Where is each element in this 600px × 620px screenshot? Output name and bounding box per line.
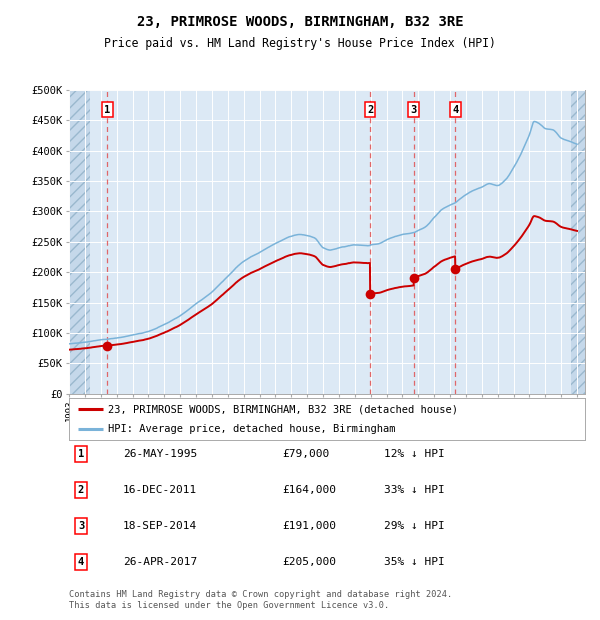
Text: 3: 3 xyxy=(78,521,84,531)
Text: 29% ↓ HPI: 29% ↓ HPI xyxy=(384,521,445,531)
Text: £205,000: £205,000 xyxy=(282,557,336,567)
Text: 12% ↓ HPI: 12% ↓ HPI xyxy=(384,449,445,459)
Text: 23, PRIMROSE WOODS, BIRMINGHAM, B32 3RE: 23, PRIMROSE WOODS, BIRMINGHAM, B32 3RE xyxy=(137,16,463,30)
Bar xyxy=(69,90,89,394)
Text: £191,000: £191,000 xyxy=(282,521,336,531)
Text: 2: 2 xyxy=(367,105,373,115)
Text: £164,000: £164,000 xyxy=(282,485,336,495)
Text: HPI: Average price, detached house, Birmingham: HPI: Average price, detached house, Birm… xyxy=(108,424,395,434)
Text: Contains HM Land Registry data © Crown copyright and database right 2024.
This d: Contains HM Land Registry data © Crown c… xyxy=(69,590,452,609)
Text: 1: 1 xyxy=(104,105,110,115)
Text: 18-SEP-2014: 18-SEP-2014 xyxy=(123,521,197,531)
Text: 4: 4 xyxy=(78,557,84,567)
Text: 23, PRIMROSE WOODS, BIRMINGHAM, B32 3RE (detached house): 23, PRIMROSE WOODS, BIRMINGHAM, B32 3RE … xyxy=(108,404,458,414)
Text: Price paid vs. HM Land Registry's House Price Index (HPI): Price paid vs. HM Land Registry's House … xyxy=(104,37,496,50)
Text: £79,000: £79,000 xyxy=(282,449,329,459)
Text: 26-APR-2017: 26-APR-2017 xyxy=(123,557,197,567)
Text: 16-DEC-2011: 16-DEC-2011 xyxy=(123,485,197,495)
Text: 35% ↓ HPI: 35% ↓ HPI xyxy=(384,557,445,567)
Text: 1: 1 xyxy=(78,449,84,459)
Text: 26-MAY-1995: 26-MAY-1995 xyxy=(123,449,197,459)
Text: 2: 2 xyxy=(78,485,84,495)
Bar xyxy=(571,90,585,394)
Text: 3: 3 xyxy=(410,105,417,115)
Text: 4: 4 xyxy=(452,105,458,115)
Text: 33% ↓ HPI: 33% ↓ HPI xyxy=(384,485,445,495)
